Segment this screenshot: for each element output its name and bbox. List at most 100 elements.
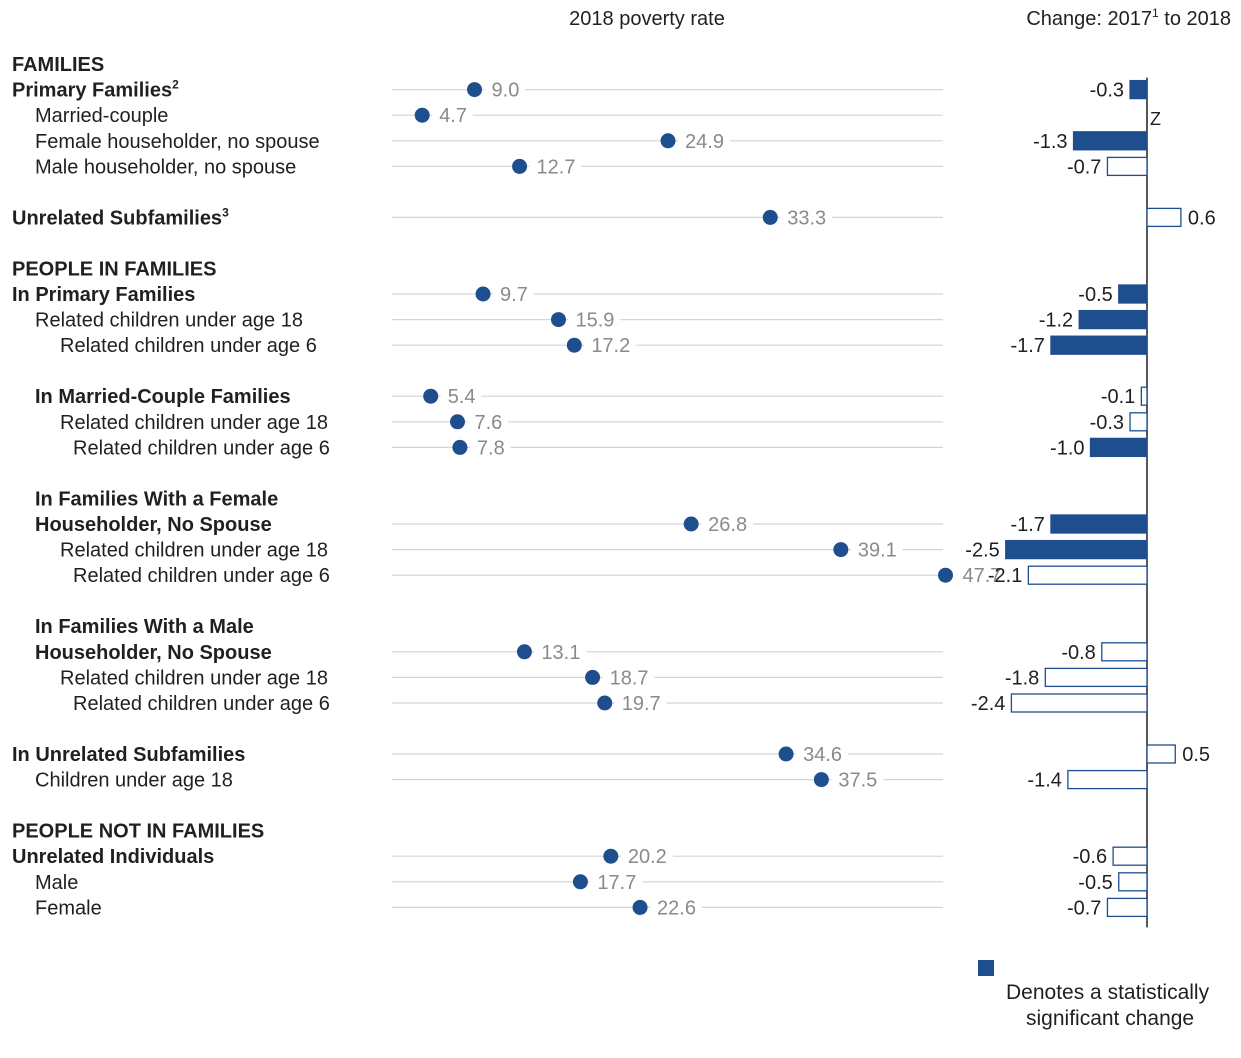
- legend-line-1: Denotes a statistically: [1006, 981, 1210, 1004]
- row-11-change-value: -0.3: [1090, 412, 1124, 434]
- row-9-change-bar: [1050, 335, 1148, 355]
- row-25-change-value: -0.5: [1078, 872, 1112, 894]
- row-21-change-value: 0.5: [1182, 744, 1210, 766]
- row-7-value-backdrop: [493, 283, 534, 305]
- row-19-change-value: -1.8: [1005, 667, 1039, 689]
- row-1-label: Primary Families2: [12, 78, 179, 102]
- row-21-label: In Unrelated Subfamilies: [12, 744, 245, 766]
- row-26-value-backdrop: [650, 896, 703, 919]
- row-12-value-backdrop: [469, 436, 511, 459]
- row-16-dot: [938, 567, 954, 583]
- row-18-change-value: -0.8: [1061, 642, 1095, 664]
- legend-line-2: significant change: [1026, 1007, 1195, 1030]
- row-21-change-bar: [1146, 744, 1176, 764]
- row-16-label: Related children under age 6: [73, 565, 330, 587]
- row-25-value-backdrop: [590, 870, 643, 893]
- row-18-change-bar: [1101, 642, 1148, 662]
- row-11-value-backdrop: [467, 410, 508, 433]
- row-8-value-backdrop: [568, 308, 621, 331]
- row-25-dot: [572, 874, 588, 890]
- row-15-label: Related children under age 18: [60, 540, 328, 562]
- row-25-change-bar: [1118, 872, 1148, 892]
- row-9-dot: [566, 337, 582, 353]
- row-24-change-bar: [1112, 846, 1148, 866]
- row-8-label: Related children under age 18: [35, 310, 303, 332]
- row-12-change-value: -1.0: [1050, 437, 1084, 459]
- row-24-rate-value: 20.2: [628, 846, 667, 868]
- row-21-rate-value: 34.6: [803, 744, 842, 766]
- row-26-rate-value: 22.6: [657, 897, 696, 919]
- row-7-change-value: -0.5: [1078, 284, 1112, 306]
- row-4-change-value: -0.7: [1067, 156, 1101, 178]
- row-8-change-bar: [1078, 309, 1148, 330]
- row-19-label: Related children under age 18: [60, 667, 328, 689]
- row-8-change-value: -1.2: [1039, 310, 1073, 332]
- row-3-value-backdrop: [678, 129, 731, 152]
- row-21-value-backdrop: [796, 743, 849, 765]
- row-12-rate-value: 7.8: [477, 437, 505, 459]
- row-15-rate-value: 39.1: [858, 540, 897, 562]
- row-13-label: In Families With a Female: [35, 488, 278, 510]
- row-4-dot: [512, 158, 528, 174]
- row-19-value-backdrop: [602, 666, 655, 689]
- row-22-rate-value: 37.5: [838, 770, 877, 792]
- row-2-value-backdrop: [432, 104, 473, 127]
- row-0-label: FAMILIES: [12, 54, 104, 76]
- row-1-rate-value: 9.0: [492, 80, 520, 102]
- row-12-change-bar: [1089, 437, 1148, 458]
- row-18-label: Householder, No Spouse: [35, 642, 272, 664]
- row-26-dot: [632, 899, 648, 915]
- row-8-dot: [551, 312, 567, 328]
- row-20-change-value: -2.4: [971, 693, 1005, 715]
- row-15-change-bar: [1005, 539, 1148, 560]
- row-4-label: Male householder, no spouse: [35, 156, 296, 178]
- row-1-change-bar: [1129, 79, 1148, 100]
- row-16-value-backdrop: [955, 564, 1008, 587]
- row-20-change-bar: [1010, 693, 1148, 713]
- row-1-change-value: -0.3: [1090, 80, 1124, 102]
- row-25-rate-value: 17.7: [597, 872, 636, 894]
- row-22-change-bar: [1067, 769, 1148, 790]
- row-22-dot: [813, 772, 829, 788]
- row-10-label: In Married-Couple Families: [35, 386, 291, 408]
- legend-swatch-significant: [978, 960, 994, 976]
- poverty-rate-chart: 2018 poverty rate Change: 20171 to 2018 FA…: [12, 6, 1231, 1030]
- row-26-change-value: -0.7: [1067, 897, 1101, 919]
- row-7-rate-value: 9.7: [500, 284, 528, 306]
- row-20-label: Related children under age 6: [73, 693, 330, 715]
- row-7-change-bar: [1118, 284, 1148, 304]
- row-14-rate-value: 26.8: [708, 514, 747, 536]
- row-2-change-zero-label: Z: [1150, 109, 1161, 129]
- row-4-change-bar: [1106, 156, 1148, 177]
- legend-text: Denotes a statistically significant chan…: [1006, 954, 1240, 1058]
- row-12-dot: [452, 439, 468, 455]
- row-10-change-value: -0.1: [1101, 386, 1135, 408]
- row-10-dot: [423, 388, 439, 404]
- row-7-label: In Primary Families: [12, 284, 195, 306]
- row-4-value-backdrop: [529, 155, 582, 178]
- header-change: Change: 20171 to 2018: [1026, 6, 1231, 30]
- row-11-label: Related children under age 18: [60, 412, 328, 434]
- row-3-rate-value: 24.9: [685, 131, 724, 153]
- row-26-change-bar: [1106, 897, 1148, 918]
- row-2-rate-value: 4.7: [439, 105, 467, 127]
- row-5-label: Unrelated Subfamilies3: [12, 205, 229, 229]
- row-18-dot: [516, 644, 532, 660]
- row-14-change-value: -1.7: [1010, 514, 1044, 536]
- row-3-change-value: -1.3: [1033, 131, 1067, 153]
- row-18-value-backdrop: [534, 640, 587, 663]
- row-24-label: Unrelated Individuals: [12, 846, 214, 868]
- row-5-change-value: 0.6: [1188, 207, 1216, 229]
- row-15-dot: [833, 542, 849, 558]
- row-19-rate-value: 18.7: [610, 667, 649, 689]
- row-9-change-value: -1.7: [1010, 335, 1044, 357]
- row-14-change-bar: [1050, 514, 1148, 534]
- row-22-label: Children under age 18: [35, 770, 233, 792]
- row-5-change-bar: [1146, 207, 1182, 228]
- row-19-change-bar: [1044, 667, 1148, 688]
- row-5-dot: [762, 209, 778, 225]
- row-15-value-backdrop: [850, 538, 903, 561]
- row-5-rate-value: 33.3: [787, 207, 826, 229]
- header-poverty-rate: 2018 poverty rate: [569, 8, 725, 30]
- row-21-dot: [778, 746, 794, 762]
